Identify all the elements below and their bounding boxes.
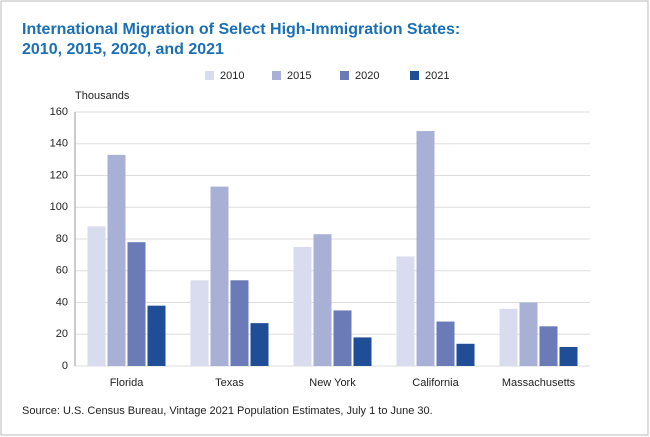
legend-label: 2020 (355, 70, 379, 82)
bar (333, 310, 352, 366)
y-tick-label: 140 (50, 138, 68, 150)
y-tick-label: 20 (56, 328, 68, 340)
bar (147, 305, 166, 366)
bar (230, 280, 249, 366)
legend-swatch (410, 71, 419, 80)
legend-swatch (272, 71, 281, 80)
bar (353, 337, 372, 366)
bar (190, 280, 209, 366)
legend-label: 2015 (287, 70, 311, 82)
y-axis-label: Thousands (75, 90, 130, 102)
bar (456, 343, 475, 366)
bar (313, 234, 332, 366)
y-tick-label: 40 (56, 296, 68, 308)
x-tick-label: Texas (215, 377, 244, 389)
x-tick-label: Massachusetts (502, 377, 576, 389)
legend-label: 2021 (425, 70, 449, 82)
x-tick-label: Florida (110, 377, 145, 389)
y-tick-label: 0 (62, 360, 68, 372)
bar (293, 246, 312, 366)
bar (107, 154, 126, 366)
y-tick-label: 100 (50, 201, 68, 213)
legend-swatch (205, 71, 214, 80)
bar (519, 302, 538, 366)
bar (127, 242, 146, 366)
bar (416, 131, 435, 366)
y-tick-label: 120 (50, 169, 68, 181)
source-note: Source: U.S. Census Bureau, Vintage 2021… (22, 405, 433, 417)
legend-label: 2010 (220, 70, 244, 82)
bar (210, 186, 229, 366)
bar (499, 308, 518, 366)
y-tick-label: 80 (56, 233, 68, 245)
bar (539, 326, 558, 366)
bar (87, 226, 106, 366)
x-tick-label: California (412, 377, 459, 389)
y-tick-label: 160 (50, 106, 68, 118)
y-tick-label: 60 (56, 265, 68, 277)
legend-swatch (340, 71, 349, 80)
bar (250, 323, 269, 366)
bar (396, 256, 415, 366)
bar (436, 321, 455, 366)
bar (559, 346, 578, 366)
x-tick-label: New York (309, 377, 356, 389)
chart-title: International Migration of Select High-I… (22, 21, 460, 38)
chart-title: 2010, 2015, 2020, and 2021 (22, 41, 224, 58)
